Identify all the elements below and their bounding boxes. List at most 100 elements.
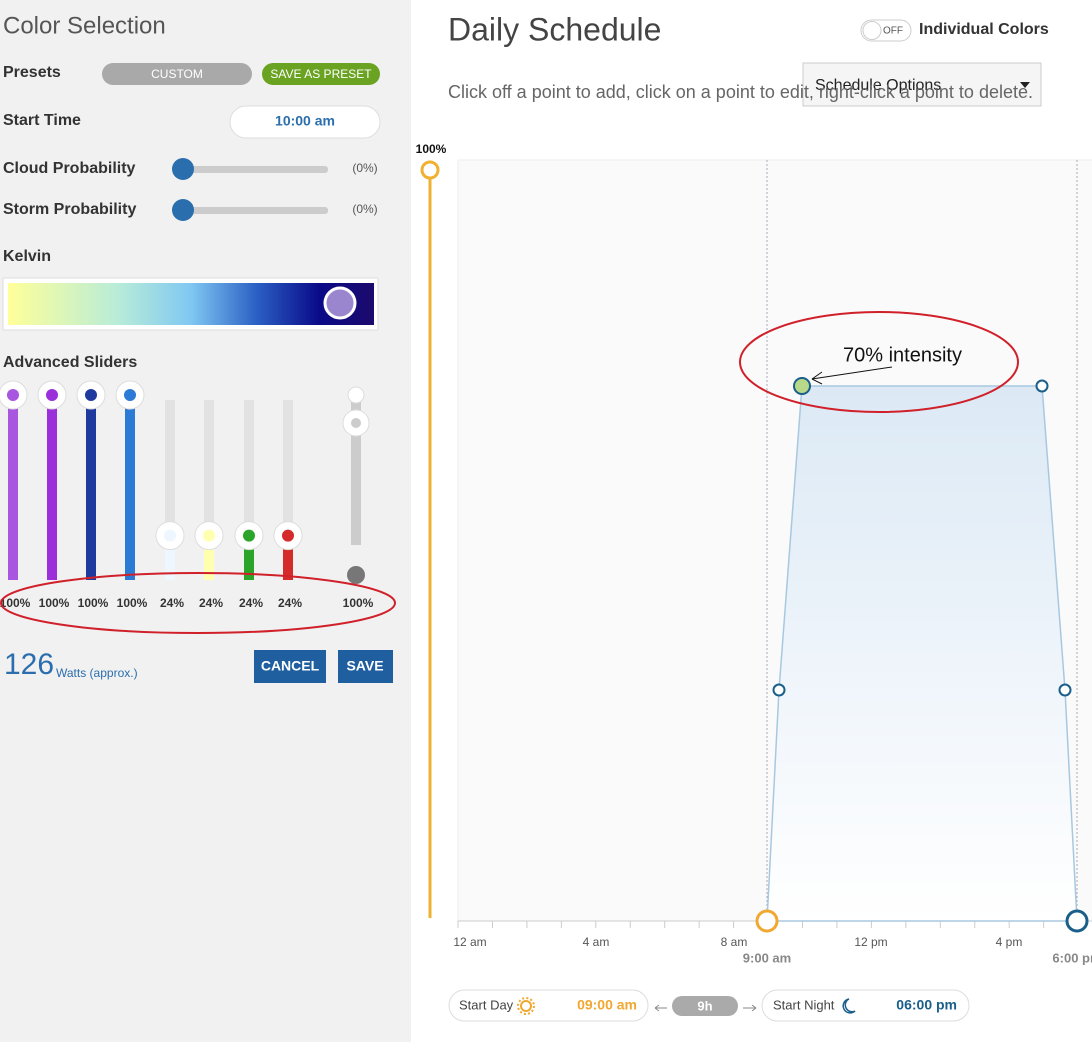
point[interactable] — [772, 683, 786, 697]
cloud-track — [183, 166, 328, 173]
start-night-pill[interactable] — [761, 989, 970, 1022]
x-tick-label: 8 am — [721, 935, 748, 949]
slider-track — [165, 400, 175, 580]
caret — [1020, 82, 1030, 88]
slider-label: 24% — [278, 596, 302, 610]
right-arrow — [743, 1004, 757, 1012]
slider-fill — [244, 535, 254, 580]
storm-value: (0%) — [352, 202, 377, 216]
hint: Click off a point to add, click on a poi… — [448, 82, 1033, 102]
slider-label: 100% — [117, 596, 148, 610]
end-handle[interactable] — [1065, 909, 1089, 933]
slider-fill — [47, 395, 57, 580]
cancel-button[interactable] — [254, 650, 326, 683]
slider-track — [283, 400, 293, 580]
slider-label: 100% — [78, 596, 109, 610]
minor-ticks — [457, 921, 1079, 928]
save-preset-button[interactable] — [262, 63, 380, 85]
save-button[interactable] — [338, 650, 393, 683]
y-label: 100% — [416, 142, 447, 156]
schedule-curve[interactable] — [766, 385, 1078, 922]
options-dropdown[interactable] — [802, 62, 1042, 107]
cancel-text: CANCEL — [261, 658, 320, 674]
watts-unit: Watts (approx.) — [56, 666, 138, 680]
x-tick-label: 12 pm — [854, 935, 887, 949]
moon-icon — [842, 998, 856, 1014]
save-preset-text: SAVE AS PRESET — [270, 67, 372, 81]
slider-track — [244, 400, 254, 580]
slider-fill — [8, 395, 18, 580]
start-day-label: Start Day — [459, 997, 514, 1012]
master-bottom[interactable] — [347, 566, 365, 584]
slider-dot — [85, 389, 97, 401]
toggle-knob — [862, 21, 882, 40]
sun-rays — [517, 997, 535, 1015]
annotation: 70% intensity — [843, 344, 962, 366]
slider-label: 24% — [239, 596, 263, 610]
selected-point[interactable] — [793, 377, 811, 395]
slider-track — [204, 400, 214, 580]
slider-label: 24% — [160, 596, 184, 610]
options-text: Schedule Options — [815, 77, 941, 94]
slider-label: 100% — [0, 596, 31, 610]
master-top[interactable] — [347, 386, 365, 404]
slider-dot — [46, 389, 58, 401]
master-track — [351, 400, 361, 545]
slider-dot — [203, 529, 215, 542]
arrow-head — [811, 371, 823, 385]
kelvin-gradient[interactable] — [8, 283, 374, 325]
sun-icon — [520, 1000, 532, 1012]
slider-fill — [165, 535, 175, 580]
x-ticks: 12 am 4 am 8 am 12 pm 4 pm — [453, 935, 1022, 949]
slider-dot — [282, 529, 294, 542]
annotation-arrow — [811, 366, 893, 380]
start-night-time: 06:00 pm — [896, 997, 957, 1013]
sliders: 100% 100% 100% 100% 24% 24% 24% 24% — [0, 380, 303, 610]
cloud-value: (0%) — [352, 161, 377, 175]
cloud-knob[interactable] — [172, 158, 194, 180]
custom-text: CUSTOM — [151, 67, 203, 81]
start-day-pill[interactable] — [448, 989, 649, 1022]
x-tick-label: 12 am — [453, 935, 486, 949]
storm-knob[interactable] — [172, 199, 194, 221]
storm-label: Storm Probability — [3, 201, 136, 218]
x-tick-label: 4 am — [583, 935, 610, 949]
slider-fill — [86, 395, 96, 580]
save-text: SAVE — [346, 658, 383, 674]
presets-label: Presets — [3, 64, 61, 81]
duration: 9h — [697, 998, 712, 1013]
annotation-ellipse — [739, 311, 1019, 413]
kelvin-label: Kelvin — [3, 248, 51, 265]
start-marker: 9:00 am — [743, 950, 791, 965]
intensity-knob[interactable] — [420, 160, 440, 180]
slider-fill — [283, 535, 293, 580]
end-marker: 6:00 pm — [1052, 950, 1092, 965]
slider-label: 100% — [39, 596, 70, 610]
panel-title: Color Selection — [3, 12, 166, 39]
advanced-label: Advanced Sliders — [3, 354, 137, 371]
custom-button[interactable] — [102, 63, 252, 85]
start-time-input[interactable] — [229, 105, 381, 139]
slider-dot — [164, 529, 176, 542]
start-time-label: Start Time — [3, 112, 81, 129]
slider-fill — [204, 535, 214, 580]
duration-pill — [672, 996, 738, 1016]
point[interactable] — [1058, 683, 1072, 697]
watts-value: 126 — [4, 648, 54, 681]
highlight-ellipse — [0, 572, 396, 634]
cloud-label: Cloud Probability — [3, 160, 136, 177]
slider-dot — [124, 389, 136, 401]
kelvin-knob[interactable] — [323, 286, 357, 320]
individual-colors: Individual Colors — [919, 21, 1049, 38]
master-label: 100% — [343, 596, 374, 610]
slider-fill — [125, 395, 135, 580]
master-dot — [351, 418, 361, 428]
start-night-label: Start Night — [773, 997, 835, 1012]
point[interactable] — [1035, 379, 1049, 393]
start-handle[interactable] — [755, 909, 779, 933]
slider-dot — [243, 529, 255, 542]
start-day-time: 09:00 am — [577, 997, 637, 1013]
toggle-text: OFF — [883, 26, 903, 37]
slider-dot — [7, 389, 19, 401]
